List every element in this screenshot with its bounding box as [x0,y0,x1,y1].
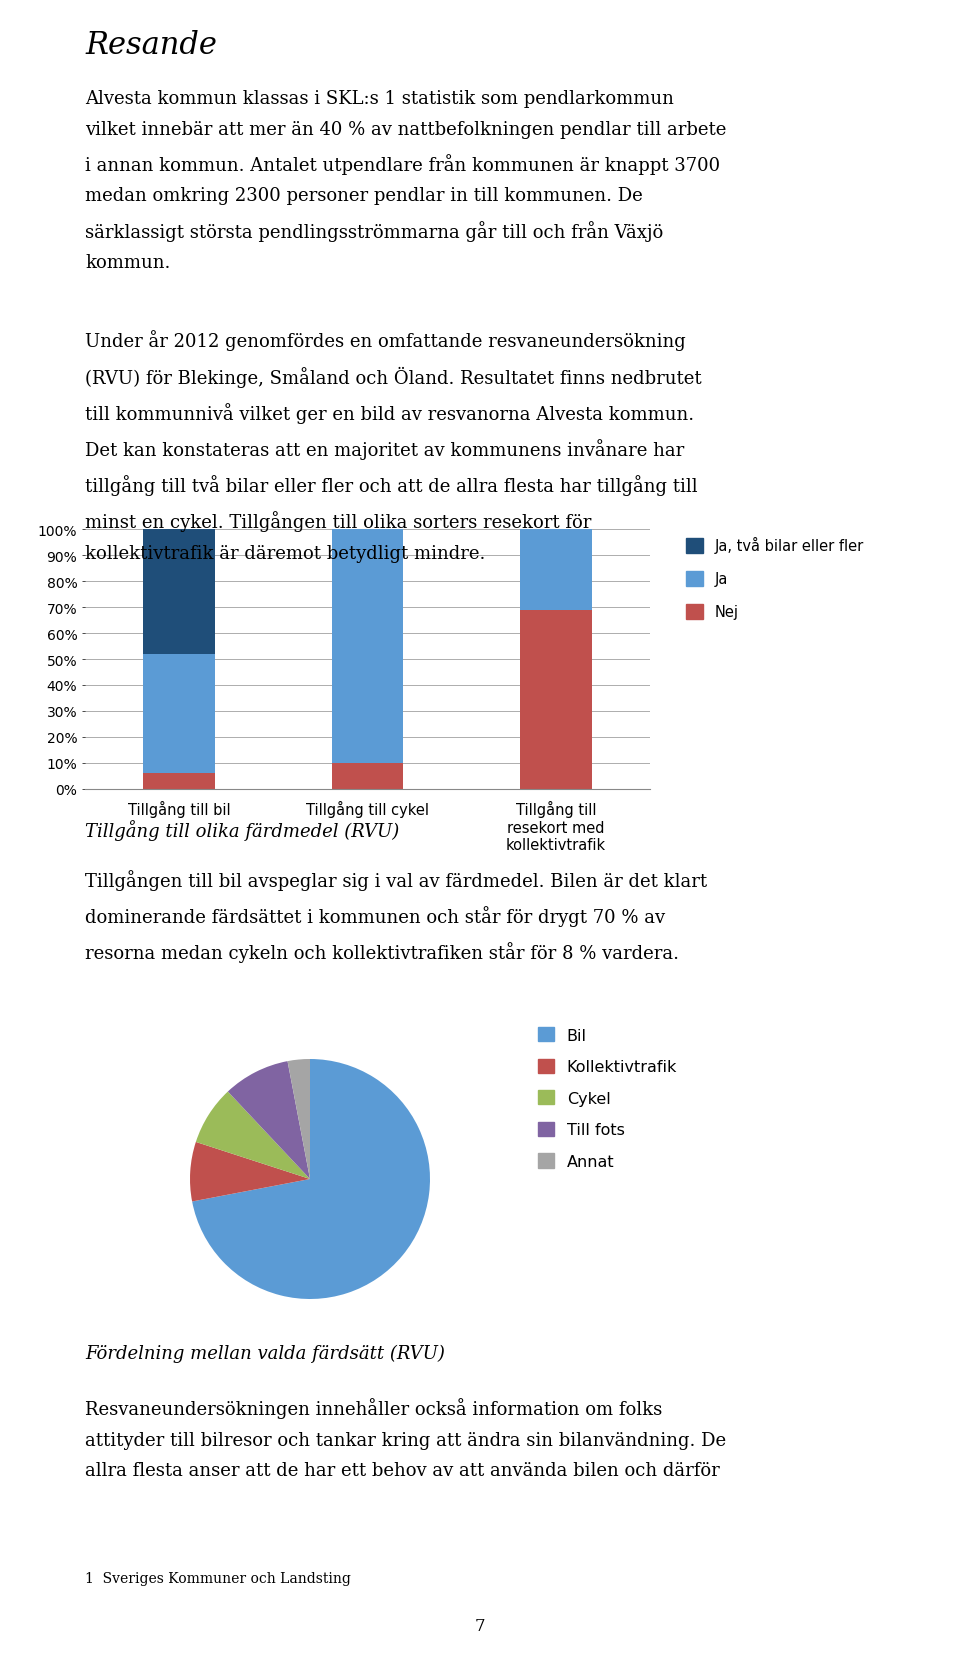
Bar [143,530,215,655]
Text: Tillgång till olika färdmedel (RVU): Tillgång till olika färdmedel (RVU) [85,820,399,840]
Text: Fördelning mellan valda färdsätt (RVU): Fördelning mellan valda färdsätt (RVU) [85,1344,444,1362]
Bar [520,610,591,789]
Bar [143,655,215,774]
Wedge shape [190,1142,310,1201]
Bar [143,774,215,789]
Text: Alvesta kommun klassas i SKL:s 1 statistik som pendlarkommun
vilket innebär att : Alvesta kommun klassas i SKL:s 1 statist… [85,89,727,272]
Text: 7: 7 [474,1617,486,1634]
Legend: Bil, Kollektivtrafik, Cykel, Till fots, Annat: Bil, Kollektivtrafik, Cykel, Till fots, … [538,1027,677,1170]
Wedge shape [196,1092,310,1180]
Bar [332,764,403,789]
Text: 1  Sveriges Kommuner och Landsting: 1 Sveriges Kommuner och Landsting [85,1571,350,1586]
Text: Tillgången till bil avspeglar sig i val av färdmedel. Bilen är det klart
dominer: Tillgången till bil avspeglar sig i val … [85,870,708,963]
Text: Under år 2012 genomfördes en omfattande resvaneundersökning
(RVU) för Blekinge, : Under år 2012 genomfördes en omfattande … [85,330,702,563]
Text: Resvaneundersökningen innehåller också information om folks
attityder till bilre: Resvaneundersökningen innehåller också i… [85,1397,726,1480]
Legend: Ja, två bilar eller fler, Ja, Nej: Ja, två bilar eller fler, Ja, Nej [685,537,864,620]
Wedge shape [228,1062,310,1180]
Bar [332,530,403,764]
Bar [520,530,591,610]
Wedge shape [192,1059,430,1299]
Wedge shape [287,1059,310,1180]
Text: Resande: Resande [85,30,217,61]
